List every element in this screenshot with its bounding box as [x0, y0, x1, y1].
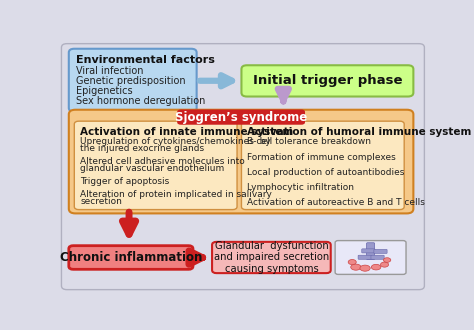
- Text: Activation of humoral immune system: Activation of humoral immune system: [247, 127, 472, 137]
- FancyBboxPatch shape: [358, 255, 371, 259]
- FancyBboxPatch shape: [241, 121, 404, 210]
- Text: Lymphocytic infiltration: Lymphocytic infiltration: [247, 183, 355, 192]
- Text: Formation of immune complexes: Formation of immune complexes: [247, 153, 396, 162]
- Text: secretion: secretion: [80, 197, 122, 206]
- FancyBboxPatch shape: [69, 49, 197, 112]
- Text: Chronic inflammation: Chronic inflammation: [60, 251, 202, 264]
- Text: Altered cell adhesive molecules into: Altered cell adhesive molecules into: [80, 157, 245, 166]
- Text: Initial trigger phase: Initial trigger phase: [253, 74, 402, 87]
- Text: Alteration of protein implicated in salivary: Alteration of protein implicated in sali…: [80, 190, 272, 199]
- Ellipse shape: [371, 264, 381, 270]
- FancyBboxPatch shape: [62, 44, 424, 290]
- Text: Glandular  dysfunction
and impaired secretion
causing symptoms: Glandular dysfunction and impaired secre…: [214, 241, 329, 274]
- Text: Sex hormone deregulation: Sex hormone deregulation: [76, 96, 205, 106]
- Text: Genetic predisposition: Genetic predisposition: [76, 76, 185, 86]
- FancyBboxPatch shape: [177, 110, 305, 125]
- FancyBboxPatch shape: [74, 121, 237, 210]
- Text: Activation of innate immune system: Activation of innate immune system: [80, 127, 293, 137]
- Ellipse shape: [360, 265, 370, 271]
- Text: Sjogren’s syndrome: Sjogren’s syndrome: [175, 111, 307, 124]
- FancyBboxPatch shape: [69, 246, 193, 269]
- FancyBboxPatch shape: [241, 65, 413, 96]
- FancyBboxPatch shape: [366, 243, 374, 259]
- Text: B-cell tolerance breakdown: B-cell tolerance breakdown: [247, 137, 371, 147]
- Ellipse shape: [381, 262, 389, 267]
- Text: Local production of autoantibodies: Local production of autoantibodies: [247, 168, 405, 177]
- Text: Upregulation of cytokines/chemokines  by: Upregulation of cytokines/chemokines by: [80, 137, 271, 147]
- Ellipse shape: [383, 258, 391, 262]
- Ellipse shape: [348, 259, 356, 265]
- FancyBboxPatch shape: [335, 241, 406, 274]
- FancyBboxPatch shape: [374, 249, 387, 253]
- FancyBboxPatch shape: [371, 255, 384, 259]
- Text: Epigenetics: Epigenetics: [76, 86, 132, 96]
- Text: glandular vascular endothelium: glandular vascular endothelium: [80, 164, 224, 173]
- Text: Trigger of apoptosis: Trigger of apoptosis: [80, 177, 169, 186]
- Text: Viral infection: Viral infection: [76, 66, 143, 76]
- FancyBboxPatch shape: [212, 242, 331, 273]
- Ellipse shape: [351, 264, 361, 270]
- Text: Activation of autoreactive B and T cells: Activation of autoreactive B and T cells: [247, 198, 425, 208]
- Text: the injured exocrine glands: the injured exocrine glands: [80, 144, 204, 153]
- FancyBboxPatch shape: [69, 110, 413, 214]
- FancyBboxPatch shape: [362, 249, 375, 253]
- Text: Environmental factors: Environmental factors: [76, 55, 215, 65]
